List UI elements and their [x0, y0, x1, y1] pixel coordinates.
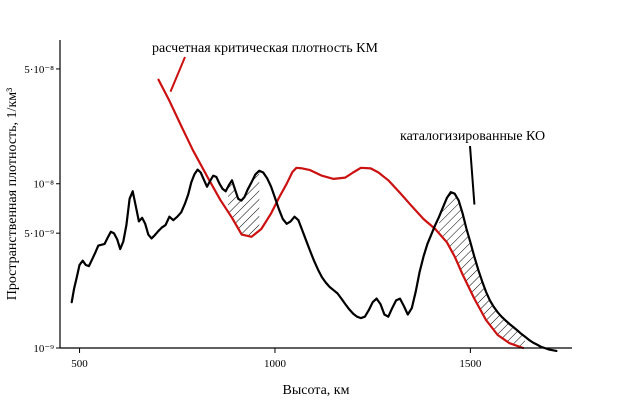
- x-tick-label: 1500: [459, 358, 482, 370]
- series-line-critical-density: [157, 78, 525, 350]
- annotation-label-2: каталогизированные КО: [400, 129, 545, 144]
- x-axis-title: Высота, км: [283, 383, 350, 398]
- series-line-catalogued-objects: [70, 168, 558, 352]
- y-tick-label: 5·10⁻⁹: [24, 228, 54, 240]
- axes: [56, 40, 572, 353]
- y-tick-label: 10⁻⁸: [33, 179, 54, 191]
- annotation-leader-1: [169, 56, 186, 93]
- annotation-label-1: расчетная критическая плотность КМ: [152, 41, 378, 56]
- labels: 500 1000 1500 10⁻⁹ 5·10⁻⁹ 10⁻⁸ 5·10⁻⁸ Высота, к…: [5, 41, 545, 398]
- x-tick-label: 1000: [264, 358, 287, 370]
- hatched-regions: [228, 170, 526, 348]
- y-tick-label: 10⁻⁹: [33, 343, 54, 355]
- hatched-region-2: [439, 192, 526, 348]
- series-layer: [70, 78, 558, 352]
- annotation-leader-2: [469, 145, 476, 205]
- y-tick-label: 5·10⁻⁸: [24, 64, 54, 76]
- x-tick-label: 500: [71, 358, 88, 370]
- y-axis-title: Пространственная плотность, 1/км³: [5, 88, 20, 301]
- hatched-region-1: [228, 170, 260, 237]
